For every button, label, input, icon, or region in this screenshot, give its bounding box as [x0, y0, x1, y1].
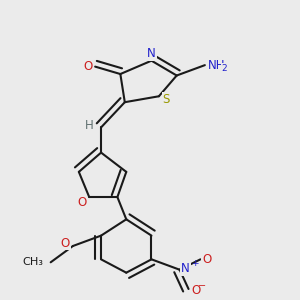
Text: CH₃: CH₃ — [22, 257, 43, 267]
Text: N: N — [147, 47, 156, 60]
Text: −: − — [198, 281, 206, 291]
Text: O: O — [77, 196, 86, 209]
Text: H: H — [85, 119, 94, 132]
Text: O: O — [61, 236, 70, 250]
Text: O: O — [202, 253, 212, 266]
Text: NH: NH — [208, 58, 225, 72]
Text: 2: 2 — [221, 64, 227, 73]
Text: N: N — [181, 262, 190, 275]
Text: O: O — [83, 60, 92, 73]
Text: +: + — [191, 259, 199, 268]
Text: S: S — [163, 93, 170, 106]
Text: O: O — [191, 284, 201, 297]
